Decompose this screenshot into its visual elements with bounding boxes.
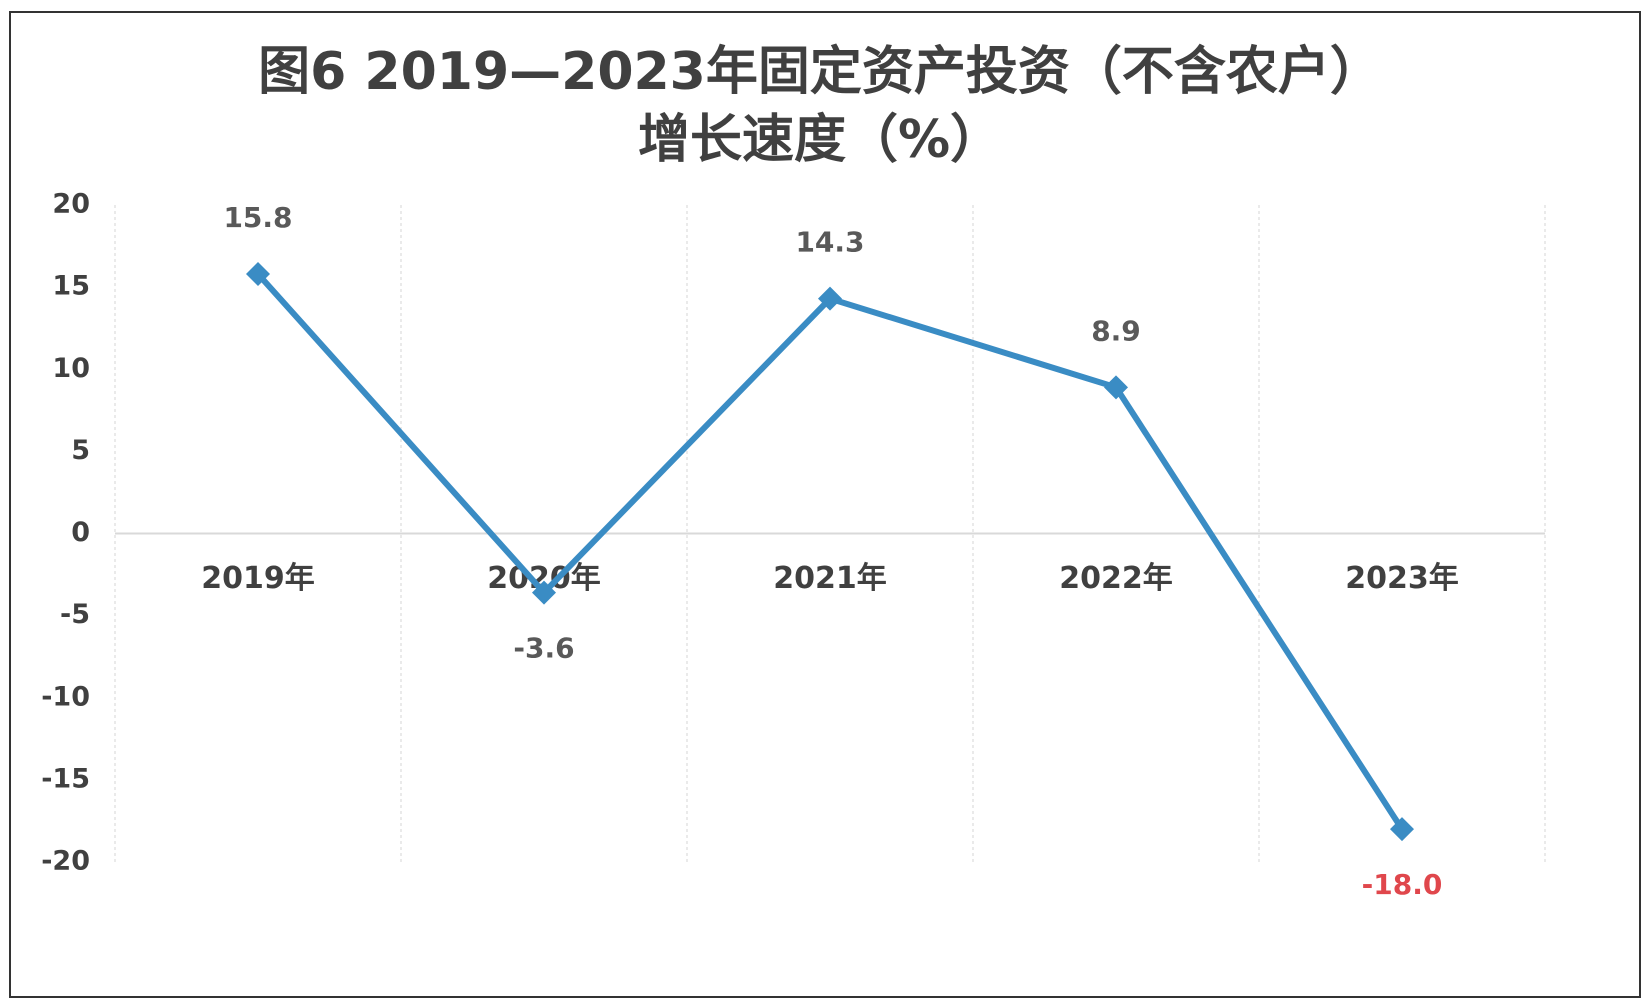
data-point bbox=[1104, 375, 1128, 400]
data-label: 15.8 bbox=[223, 201, 292, 234]
data-label: -18.0 bbox=[1362, 868, 1443, 901]
y-tick-label: -5 bbox=[60, 599, 90, 630]
chart-title: 图6 2019—2023年固定资产投资（不含农户） bbox=[258, 42, 1382, 102]
y-tick-label: 0 bbox=[71, 517, 90, 548]
x-tick-label: 2021年 bbox=[773, 561, 887, 596]
data-label: -3.6 bbox=[513, 632, 574, 665]
data-label: 14.3 bbox=[795, 226, 864, 259]
data-point bbox=[818, 286, 842, 311]
data-point bbox=[1390, 817, 1414, 842]
y-tick-label: -20 bbox=[41, 846, 90, 877]
y-tick-label: 5 bbox=[71, 435, 90, 466]
data-point bbox=[532, 580, 556, 605]
y-tick-label: 15 bbox=[52, 271, 90, 302]
data-point bbox=[246, 261, 270, 286]
chart-title: 增长速度（%） bbox=[638, 110, 1002, 170]
y-tick-label: -10 bbox=[41, 681, 90, 712]
y-tick-label: 10 bbox=[52, 353, 90, 384]
y-tick-label: 20 bbox=[52, 189, 90, 220]
chart-frame bbox=[9, 11, 1641, 998]
y-tick-label: -15 bbox=[41, 763, 90, 794]
x-tick-label: 2019年 bbox=[201, 561, 315, 596]
data-label: 8.9 bbox=[1091, 314, 1141, 347]
x-tick-label: 2023年 bbox=[1345, 561, 1459, 596]
x-tick-label: 2022年 bbox=[1059, 561, 1173, 596]
